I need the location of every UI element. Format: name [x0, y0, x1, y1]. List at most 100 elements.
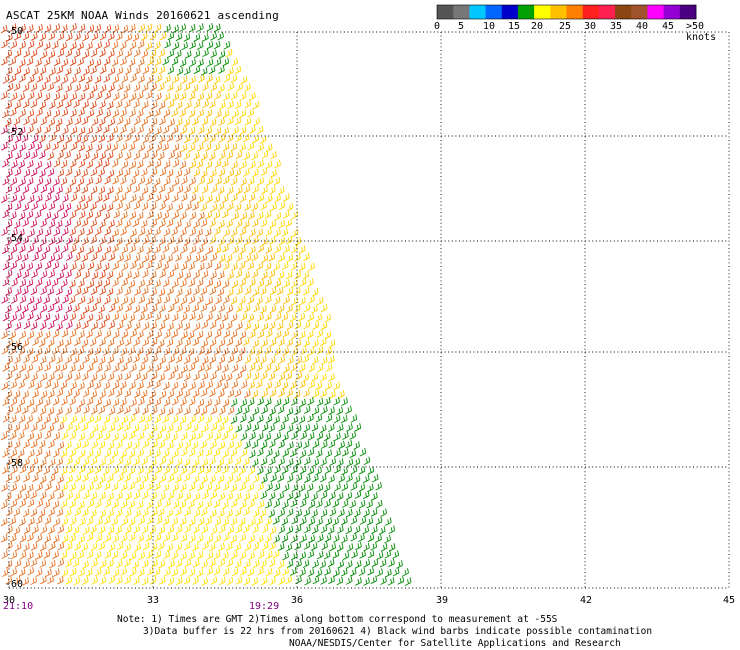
wind-barb	[299, 449, 307, 459]
wind-barb	[196, 330, 204, 340]
wind-barb	[154, 279, 161, 288]
wind-barb	[255, 363, 263, 372]
wind-barb	[176, 271, 184, 280]
wind-barb	[150, 101, 158, 110]
wind-barb	[73, 491, 81, 501]
wind-barb	[66, 117, 73, 127]
wind-barb	[312, 389, 320, 398]
wind-barb	[316, 431, 324, 441]
wind-barb	[90, 48, 98, 58]
wind-barb	[157, 82, 165, 92]
wind-barb	[183, 151, 191, 160]
wind-barb	[323, 397, 331, 406]
wind-barb	[230, 483, 238, 493]
wind-barb	[69, 551, 77, 561]
wind-barb	[358, 466, 366, 475]
wind-barb	[18, 262, 26, 271]
wind-barb	[316, 329, 324, 338]
wind-barb	[154, 57, 162, 67]
wind-barb	[176, 67, 184, 76]
wind-barb	[286, 508, 294, 517]
wind-barb	[91, 440, 99, 449]
wind-barb	[52, 261, 60, 270]
wind-barb	[189, 176, 196, 186]
wind-barb	[132, 169, 140, 178]
wind-barb	[249, 160, 256, 170]
wind-barb	[210, 406, 218, 415]
wind-barb	[86, 177, 94, 186]
wind-barb	[167, 322, 174, 331]
wind-barb	[192, 542, 199, 552]
wind-barb	[137, 40, 145, 49]
wind-barb	[214, 465, 222, 474]
wind-barb	[52, 415, 59, 425]
wind-barb	[172, 449, 179, 459]
wind-barb	[18, 211, 26, 221]
wind-barb	[112, 364, 120, 373]
wind-barb	[48, 219, 56, 229]
wind-barb	[48, 474, 56, 483]
wind-barb	[53, 159, 61, 168]
wind-barb	[260, 167, 268, 176]
wind-barb	[273, 568, 281, 578]
wind-barb	[30, 150, 38, 160]
wind-barb	[370, 525, 378, 535]
wind-barb	[283, 245, 290, 254]
wind-barb	[196, 41, 204, 50]
wind-barb	[230, 91, 238, 100]
wind-barb	[154, 193, 162, 202]
wind-barb	[205, 126, 213, 136]
wind-barb	[225, 48, 233, 58]
wind-barb	[299, 499, 307, 508]
wind-barb	[107, 492, 114, 501]
wind-barb	[193, 168, 201, 177]
wind-barb	[0, 142, 8, 151]
wind-barb	[222, 567, 230, 576]
wind-barb	[53, 568, 60, 577]
wind-barb	[236, 286, 243, 296]
wind-barb	[62, 126, 69, 135]
wind-barb	[99, 219, 106, 229]
wind-barb	[30, 49, 38, 58]
wind-barb	[60, 466, 68, 476]
wind-barb	[40, 372, 48, 382]
wind-barb	[180, 313, 188, 322]
wind-barb	[278, 422, 286, 432]
wind-barb	[146, 380, 154, 389]
wind-barb	[184, 440, 192, 449]
wind-barb	[47, 389, 55, 399]
wind-barb	[150, 458, 157, 467]
wind-barb	[133, 151, 141, 160]
wind-barb	[235, 338, 243, 347]
wind-barb	[154, 245, 161, 254]
wind-barb	[164, 40, 171, 49]
wind-barb	[325, 517, 333, 526]
wind-barb	[210, 184, 218, 194]
wind-barb	[108, 83, 115, 93]
wind-barb	[52, 449, 60, 458]
wind-barb	[189, 245, 197, 254]
wind-barb	[227, 116, 234, 126]
wind-barb	[242, 168, 250, 177]
wind-barb	[193, 65, 201, 75]
wind-barb	[61, 482, 68, 492]
wind-barb	[18, 244, 26, 254]
wind-barb	[176, 304, 183, 313]
wind-barb	[367, 533, 375, 543]
wind-barb	[384, 550, 392, 559]
wind-barb	[227, 440, 235, 450]
wind-barb	[222, 482, 230, 491]
wind-barb	[213, 567, 221, 576]
wind-barb	[124, 253, 131, 263]
wind-barb	[171, 313, 179, 322]
wind-barb	[87, 261, 95, 271]
wind-barb	[180, 193, 188, 202]
wind-barb	[311, 288, 319, 297]
wind-barb	[172, 210, 180, 220]
wind-barb	[247, 397, 255, 407]
wind-barb	[117, 356, 124, 365]
wind-barb	[56, 286, 63, 296]
wind-barb	[65, 288, 73, 297]
wind-barb	[242, 220, 250, 229]
wind-barb	[240, 432, 248, 441]
